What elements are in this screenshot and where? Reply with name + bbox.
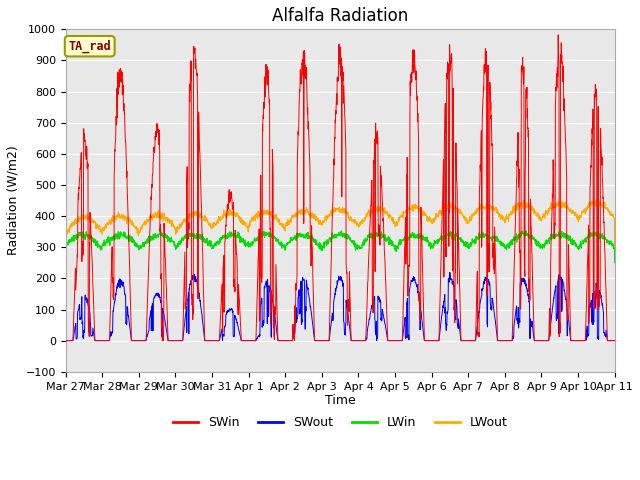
Y-axis label: Radiation (W/m2): Radiation (W/m2) xyxy=(7,145,20,255)
Legend: SWin, SWout, LWin, LWout: SWin, SWout, LWin, LWout xyxy=(168,411,513,434)
Text: TA_rad: TA_rad xyxy=(68,39,111,53)
Title: Alfalfa Radiation: Alfalfa Radiation xyxy=(272,7,408,25)
X-axis label: Time: Time xyxy=(324,394,355,408)
